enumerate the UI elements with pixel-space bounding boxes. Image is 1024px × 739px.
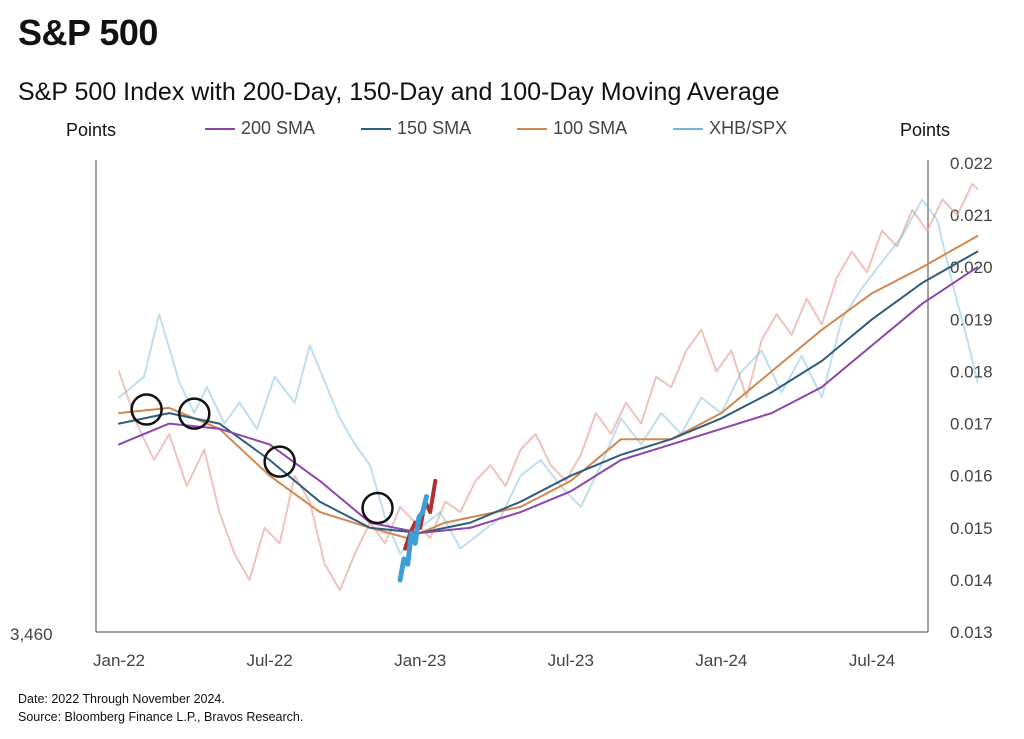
legend-swatch-200-sma	[205, 127, 235, 130]
legend-item-200-sma: 200 SMA	[205, 118, 315, 139]
annotation-circle	[178, 397, 211, 430]
series-line-index	[118, 182, 979, 592]
legend-item-100-sma: 100 SMA	[517, 118, 627, 139]
right-tick-label: 0.014	[950, 571, 993, 590]
series-line-sma200	[118, 266, 979, 534]
series-line-xhb	[118, 198, 979, 555]
annotation-circle	[130, 393, 163, 426]
left-tick-label: 3,460	[10, 625, 53, 644]
right-tick-label: 0.020	[950, 258, 993, 277]
right-tick-label: 0.018	[950, 362, 993, 381]
chart-canvas: 0.013 0.014 0.015 0.016 0.017 0.018 0.019 0.020…	[10, 154, 993, 670]
legend-label-150-sma: 150 SMA	[397, 118, 472, 138]
x-tick-label: Jul-24	[849, 651, 895, 670]
series-line-highlight_blue	[397, 494, 429, 583]
legend-swatch-xhb-spx	[673, 127, 704, 130]
footer-date: Date: 2022 Through November 2024.	[18, 692, 225, 706]
footer-source: Source: Bloomberg Finance L.P., Bravos R…	[18, 710, 304, 724]
right-axis-unit: Points	[900, 120, 951, 140]
headline: S&P 500	[18, 12, 158, 53]
right-tick-label: 0.013	[950, 623, 993, 642]
annotation-circle	[263, 445, 296, 478]
x-tick-label: Jan-24	[695, 651, 747, 670]
legend-item-150-sma: 150 SMA	[361, 118, 471, 139]
annotation-circle	[361, 491, 394, 525]
x-tick-label: Jan-22	[93, 651, 145, 670]
legend-label-100-sma: 100 SMA	[553, 118, 628, 138]
left-axis-unit: Points	[66, 120, 117, 140]
series-line-sma100	[118, 235, 979, 540]
legend: 200 SMA 150 SMA 100 SMA XHB/SPX	[205, 118, 833, 139]
x-tick-label: Jul-23	[548, 651, 594, 670]
x-tick-label: Jul-22	[246, 651, 292, 670]
legend-item-xhb-spx: XHB/SPX	[673, 118, 787, 139]
right-tick-label: 0.017	[950, 415, 993, 434]
right-tick-label: 0.016	[950, 467, 993, 486]
right-tick-label: 0.015	[950, 519, 993, 538]
right-tick-label: 0.021	[950, 206, 993, 225]
legend-swatch-100-sma	[517, 127, 548, 130]
x-tick-label: Jan-23	[394, 651, 446, 670]
legend-label-xhb-spx: XHB/SPX	[709, 118, 788, 138]
legend-label-200-sma: 200 SMA	[241, 118, 316, 138]
right-tick-label: 0.019	[950, 310, 993, 329]
right-tick-label: 0.022	[950, 154, 993, 173]
series-line-sma150	[118, 250, 979, 534]
legend-swatch-150-sma	[361, 127, 392, 130]
chart-subtitle: S&P 500 Index with 200-Day, 150-Day and …	[18, 78, 780, 106]
